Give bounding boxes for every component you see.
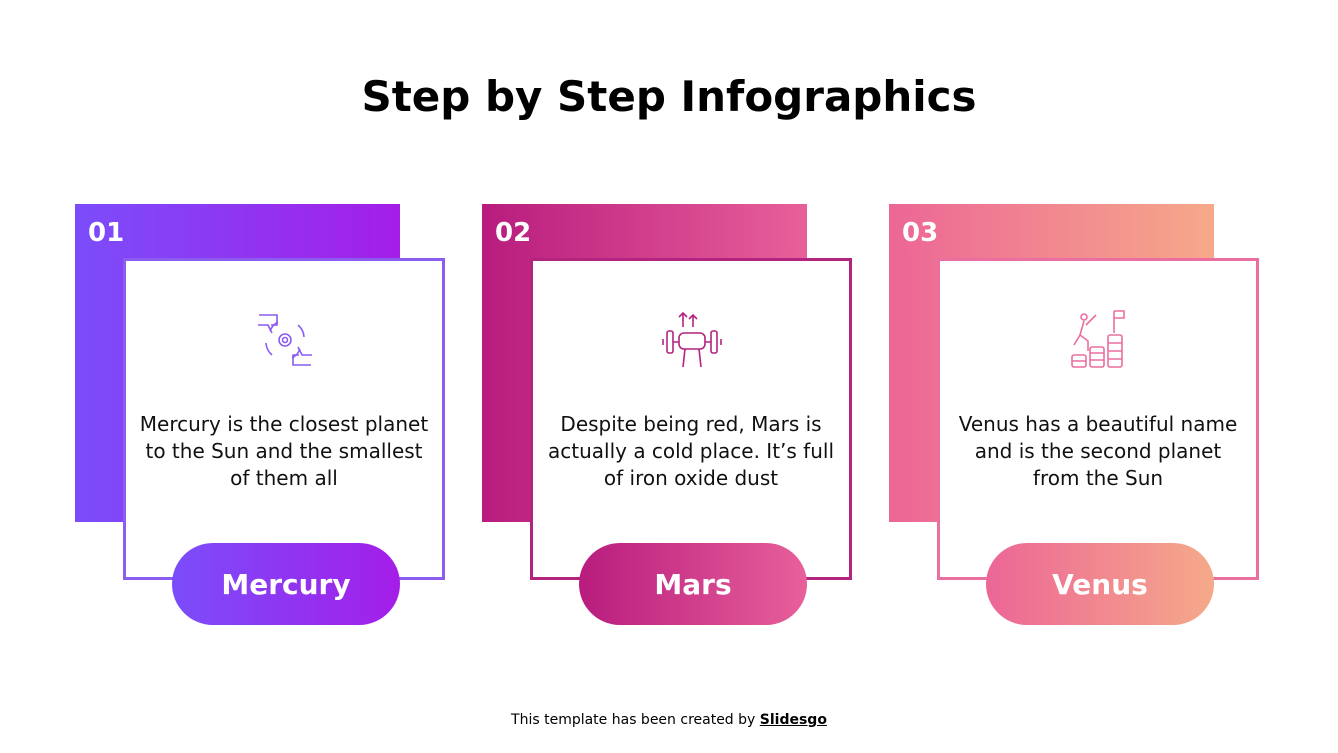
slidesgo-link[interactable]: Slidesgo [759,712,827,728]
step-description: Mercury is the closest planet to the Sun… [139,412,429,490]
step-box: Despite being red, Mars is actually a co… [530,258,852,580]
step-number: 02 [495,218,532,248]
step-card-1: 01 Mercury is the closest planet to the … [75,204,475,629]
page-title: Step by Step Infographics [361,72,977,121]
dumbbell-fist-icon [662,311,722,368]
footer-credit: This template has been created by Slides… [0,712,1338,728]
step-box: Venus has a beautiful name and is the se… [937,258,1259,580]
step-label-pill: Mercury [172,543,400,625]
step-label-pill: Venus [986,543,1214,625]
step-label-pill: Mars [579,543,807,625]
step-description: Venus has a beautiful name and is the se… [958,412,1238,490]
climb-goal-icon [1071,310,1125,368]
footer-text: This template has been created by [511,712,760,728]
step-box: Mercury is the closest planet to the Sun… [123,258,445,580]
hands-gear-icon [258,314,312,366]
step-description: Despite being red, Mars is actually a co… [547,412,834,490]
step-number: 01 [88,218,125,248]
step-card-3: 03 Venus has a beautiful name and is the… [889,204,1289,629]
step-card-2: 02 Despite being red, Mars is actually a… [482,204,882,629]
step-number: 03 [902,218,939,248]
